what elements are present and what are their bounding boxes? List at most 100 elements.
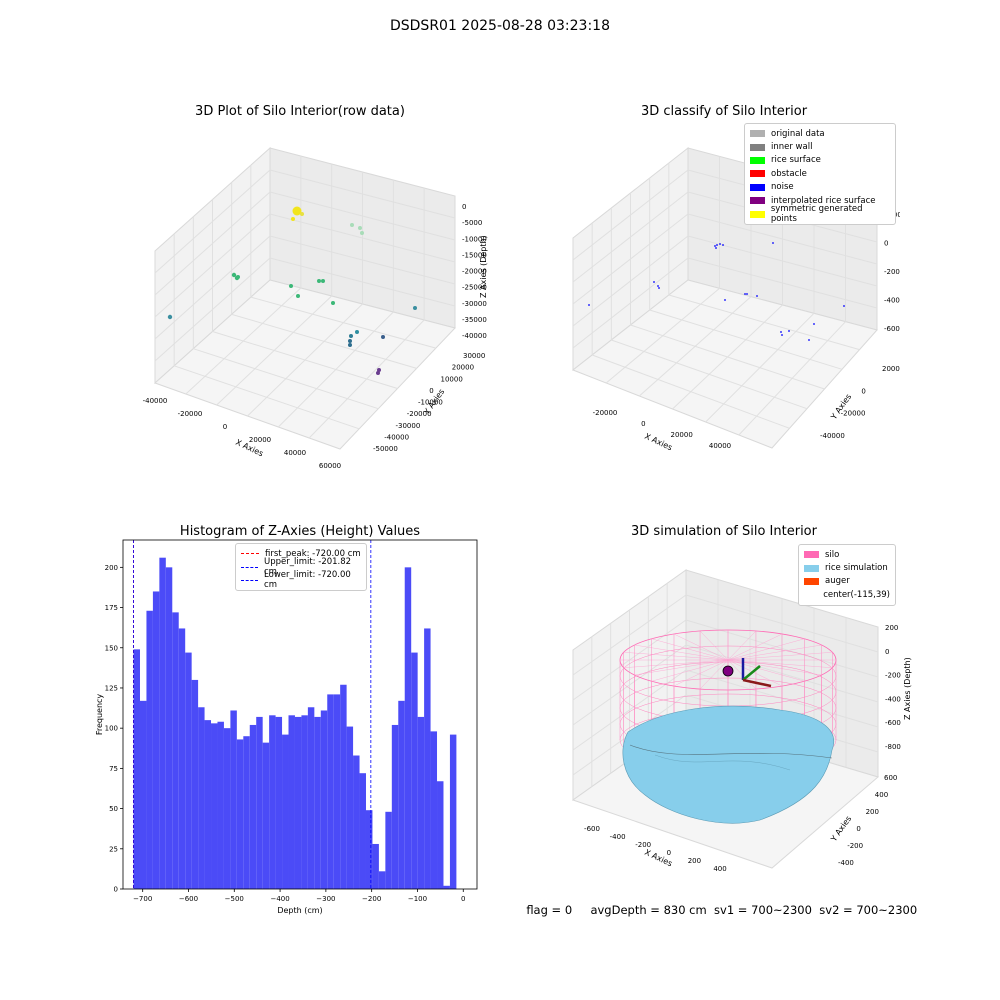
p1-z-tick-label: -35000: [462, 316, 487, 324]
p4-z-tick-label: -200: [885, 672, 901, 680]
histogram-bar: [365, 810, 373, 889]
p1-y-tick-label: 20000: [452, 364, 474, 372]
histogram-bar: [139, 700, 147, 889]
raw-data-3d-plot: -40000-200000200004000060000-50000-40000…: [143, 146, 488, 470]
noise-point: [653, 281, 655, 283]
silo-spoke: [727, 644, 822, 661]
raw-data-point: [296, 294, 300, 298]
histogram-bar: [333, 694, 341, 889]
p1-x-tick-label: 40000: [284, 449, 306, 457]
p4-x-tick-label: -600: [584, 825, 600, 833]
p2-z-tick-label: -40000: [884, 297, 900, 305]
p1-z-tick-label: -10000: [462, 235, 487, 243]
legend-swatch: [750, 170, 765, 178]
status-footer: flag = 0 avgDepth = 830 cm sv1 = 700~230…: [519, 889, 917, 917]
legend-swatch: [750, 197, 765, 205]
legend-label: interpolated rice surface: [771, 195, 876, 206]
raw-data-point: [360, 231, 364, 235]
noise-point: [658, 287, 660, 289]
p4-y-tick-label: 0: [856, 825, 860, 833]
histogram-bar: [430, 731, 438, 889]
p1-z-axis-label: Z Axies (Depth): [479, 235, 488, 298]
classify-legend: original data inner wall rice surface obsta…: [744, 123, 896, 225]
histogram-bar: [340, 684, 347, 889]
legend-item: center(-115,39): [804, 588, 890, 601]
legend-label: center(-115,39): [823, 589, 890, 600]
legend-label: inner wall: [771, 142, 813, 153]
simulation-3d-plot: -600 -400 -200 0 200 400 -400 -200 0 200 400 600 200…: [571, 569, 912, 873]
p2-wall-grid: [572, 169, 689, 261]
raw-data-point: [348, 339, 352, 343]
histogram-bar: [236, 739, 244, 889]
histogram-y-axis-label: Frequency: [95, 694, 104, 736]
legend-item: noise: [750, 181, 890, 194]
noise-point: [744, 293, 746, 295]
legend-swatch: [750, 210, 765, 218]
legend-item: auger: [804, 575, 890, 588]
noise-point: [716, 244, 718, 246]
p4-x-tick-label: -200: [635, 841, 651, 849]
histogram-bar: [256, 716, 263, 889]
histogram-legend: first_peak: -720.00 cm Upper_limit: -201.…: [235, 543, 367, 592]
y-tick-label: 200: [105, 564, 118, 572]
y-tick-label: 150: [105, 644, 118, 652]
histogram-bar: [417, 716, 425, 889]
x-tick-label: −500: [225, 895, 244, 903]
legend-item: silo: [804, 548, 890, 561]
p1-z-tick-label: -15000: [462, 251, 487, 259]
histogram-bar: [327, 694, 334, 889]
histogram-frame: [122, 539, 478, 890]
raw-data-point: [348, 343, 352, 347]
raw-data-point: [358, 226, 362, 230]
legend-swatch: [804, 577, 819, 585]
silo-spoke: [634, 659, 729, 676]
histogram-bar: [301, 715, 308, 889]
histogram-bar: [359, 773, 366, 889]
legend-label: silo: [825, 549, 840, 560]
legend-label: auger: [825, 576, 850, 587]
silo-spoke: [727, 659, 833, 668]
legend-label: rice surface: [771, 155, 821, 166]
noise-point: [724, 299, 726, 301]
legend-line-swatch: [241, 579, 259, 581]
histogram-bar: [217, 721, 224, 889]
histogram-bar: [198, 707, 205, 889]
noise-point: [843, 305, 845, 307]
histogram-bar: [314, 716, 321, 889]
legend-label: Upper_limit: -201.82 cm: [264, 557, 352, 578]
legend-item: Upper_limit: -201.82 cm: [241, 557, 361, 577]
legend-item: inner wall: [750, 140, 890, 153]
raw-data-point: [236, 275, 240, 279]
p4-y-tick-label: 600: [884, 774, 897, 782]
silo-spoke: [727, 652, 833, 661]
p4-x-tick-label: 400: [713, 865, 726, 873]
rice-ridge-line: [629, 744, 833, 759]
histogram-bar: [437, 781, 444, 889]
x-tick-label: −600: [179, 895, 198, 903]
p4-z-tick-label: -400: [885, 695, 901, 703]
p2-x-tick-label: -20000: [593, 409, 618, 417]
raw-data-point: [413, 306, 417, 310]
noise-point: [808, 339, 810, 341]
histogram-bar: [275, 716, 283, 889]
x-tick-label: −200: [362, 895, 381, 903]
p4-y-axis-label: Y Axies: [829, 814, 854, 844]
raw-data-point: [350, 223, 354, 227]
raw-data-point: [331, 301, 335, 305]
legend-item: first_peak: -720.00 cm: [241, 547, 361, 560]
noise-point: [719, 243, 721, 245]
p1-y-tick-label: 10000: [441, 375, 463, 383]
x-tick-label: −700: [133, 895, 152, 903]
raw-data-point: [300, 212, 304, 216]
histogram-bar: [185, 652, 192, 889]
p4-z-tick-label: -800: [885, 743, 901, 751]
legend-swatch: [750, 183, 765, 191]
p4-y-tick-label: -200: [847, 842, 863, 850]
legend-label: first_peak: -720.00 cm: [265, 548, 361, 559]
p2-y-tick-label: 0: [861, 387, 865, 395]
histogram-bar: [249, 724, 257, 889]
legend-swatch: [804, 564, 819, 572]
noise-point: [788, 330, 790, 332]
sv1-text: sv1 = 700~2300: [714, 903, 812, 917]
x-tick-label: −300: [316, 895, 335, 903]
